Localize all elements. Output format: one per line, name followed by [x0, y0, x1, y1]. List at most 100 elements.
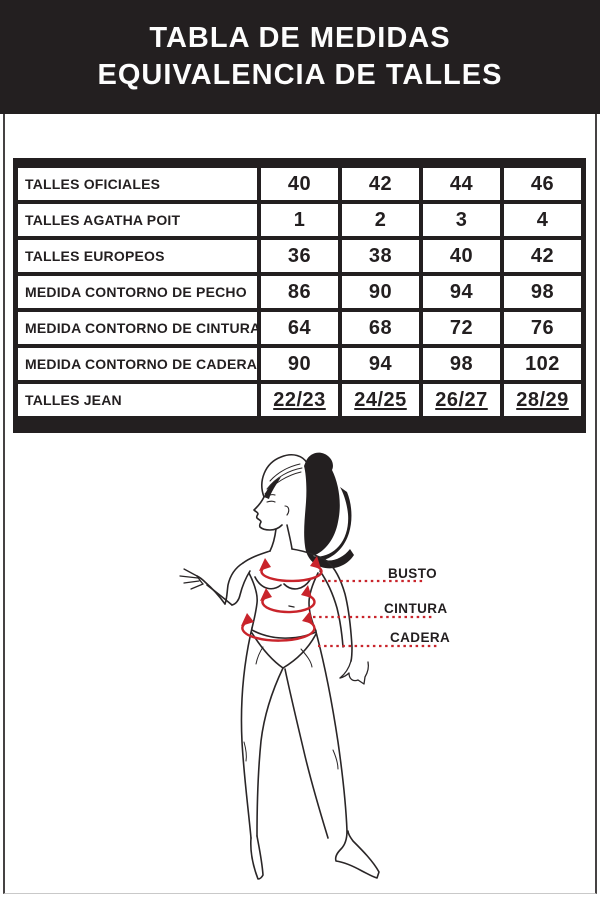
hip-crease	[255, 646, 264, 665]
leg-outline	[315, 631, 348, 832]
size-row-label: TALLES AGATHA POIT	[14, 200, 261, 240]
size-cell: 24/25	[338, 380, 423, 420]
torso-outline	[248, 572, 258, 629]
size-cell: 3	[419, 200, 504, 240]
size-cell: 2	[338, 200, 423, 240]
right-hand	[339, 672, 359, 682]
table-row: MEDIDA CONTORNO DE CINTURA 64 68 72 76	[14, 308, 585, 348]
size-cell: 68	[338, 308, 423, 348]
size-cell: 42	[338, 164, 423, 204]
leg-outline	[240, 627, 253, 839]
knee-hint	[243, 741, 247, 762]
right-arm-outline	[319, 570, 344, 648]
table-row: TALLES EUROPEOS 36 38 40 42	[14, 236, 585, 276]
left-arm-outline	[196, 575, 226, 605]
size-cell: 46	[500, 164, 585, 204]
size-row-label: TALLES EUROPEOS	[14, 236, 261, 276]
table-row: TALLES AGATHA POIT 1 2 3 4	[14, 200, 585, 240]
leg-outline	[284, 668, 329, 839]
head-outline	[261, 454, 308, 498]
size-cell: 40	[257, 164, 342, 204]
bikini-outline	[282, 633, 317, 669]
table-row: TALLES JEAN 22/23 24/25 26/27 28/29	[14, 380, 585, 420]
left-arm-outline	[206, 584, 233, 606]
left-foot	[250, 835, 264, 880]
size-row-label: TALLES JEAN	[14, 380, 261, 420]
bust-curve	[283, 579, 311, 590]
size-cell: 38	[338, 236, 423, 276]
hip-measure-ellipse	[241, 619, 316, 642]
hip-arrowhead	[241, 613, 254, 626]
bust-curve	[254, 576, 282, 590]
left-arm-outline	[224, 562, 244, 605]
left-arm-outline	[231, 570, 251, 606]
size-cell: 98	[500, 272, 585, 312]
size-cell: 4	[500, 200, 585, 240]
left-hand	[196, 575, 204, 585]
face-profile	[253, 496, 283, 531]
hip-crease	[300, 648, 313, 668]
table-row: MEDIDA CONTORNO DE PECHO 86 90 94 98	[14, 272, 585, 312]
size-cell: 86	[257, 272, 342, 312]
hip-arrowhead	[302, 611, 313, 624]
left-hand	[179, 575, 199, 579]
size-cell: 98	[419, 344, 504, 384]
ear-line	[284, 505, 290, 516]
waist-arrowhead	[301, 585, 312, 598]
leg-outline	[256, 667, 284, 837]
size-cell: 22/23	[257, 380, 342, 420]
right-hand	[339, 660, 352, 679]
bust-arrowhead	[259, 558, 271, 571]
leader-lines	[313, 579, 439, 648]
page-title-line1: TABLA DE MEDIDAS	[149, 22, 451, 54]
size-cell: 94	[338, 344, 423, 384]
right-hand	[357, 661, 370, 685]
size-table-grid: TALLES OFICIALES 40 42 44 46 TALLES AGAT…	[14, 164, 585, 420]
waist-arrowhead	[260, 588, 272, 601]
bust-label: BUSTO	[388, 566, 437, 581]
size-cell: 94	[419, 272, 504, 312]
size-table: TALLES OFICIALES 40 42 44 46 TALLES AGAT…	[13, 158, 586, 433]
size-row-label: MEDIDA CONTORNO DE PECHO	[14, 272, 261, 312]
neck-line	[269, 528, 277, 552]
size-cell: 102	[500, 344, 585, 384]
table-row: MEDIDA CONTORNO DE CADERA 90 94 98 102	[14, 344, 585, 384]
size-cell: 1	[257, 200, 342, 240]
left-hand	[183, 568, 198, 577]
ponytail-hair	[304, 452, 354, 569]
hip-label: CADERA	[390, 630, 450, 645]
size-row-label: MEDIDA CONTORNO DE CINTURA	[14, 308, 261, 348]
eyebrow-line	[265, 494, 276, 498]
measurement-figure: BUSTO CINTURA CADERA	[179, 452, 450, 880]
left-hand	[183, 580, 200, 584]
navel-mark	[288, 605, 295, 608]
hair-fringe	[264, 477, 281, 499]
croquis-line-art	[179, 452, 380, 880]
size-cell: 90	[257, 344, 342, 384]
size-cell: 76	[500, 308, 585, 348]
size-cell: 42	[500, 236, 585, 276]
size-cell: 64	[257, 308, 342, 348]
eye-line	[266, 500, 276, 503]
hair-strand	[266, 467, 303, 490]
left-hand	[190, 583, 204, 590]
size-cell: 28/29	[500, 380, 585, 420]
size-cell: 40	[419, 236, 504, 276]
shoulder-line	[242, 550, 271, 564]
size-cell: 36	[257, 236, 342, 276]
right-arm-outline	[326, 560, 353, 662]
size-cell: 44	[419, 164, 504, 204]
size-row-label: MEDIDA CONTORNO DE CADERA	[14, 344, 261, 384]
right-foot	[334, 830, 380, 879]
size-cell: 90	[338, 272, 423, 312]
knee-hint	[332, 749, 339, 770]
neck-line	[286, 524, 293, 550]
shoulder-line	[291, 548, 328, 562]
bust-arrowhead	[310, 556, 321, 569]
page-title-line2: EQUIVALENCIA DE TALLES	[97, 59, 503, 91]
bust-measure-ellipse	[260, 564, 323, 583]
page-title-banner: TABLA DE MEDIDAS EQUIVALENCIA DE TALLES	[0, 0, 600, 114]
waist-measure-ellipse	[261, 593, 316, 614]
table-row: TALLES OFICIALES 40 42 44 46	[14, 164, 585, 204]
measurement-loops	[241, 556, 323, 642]
